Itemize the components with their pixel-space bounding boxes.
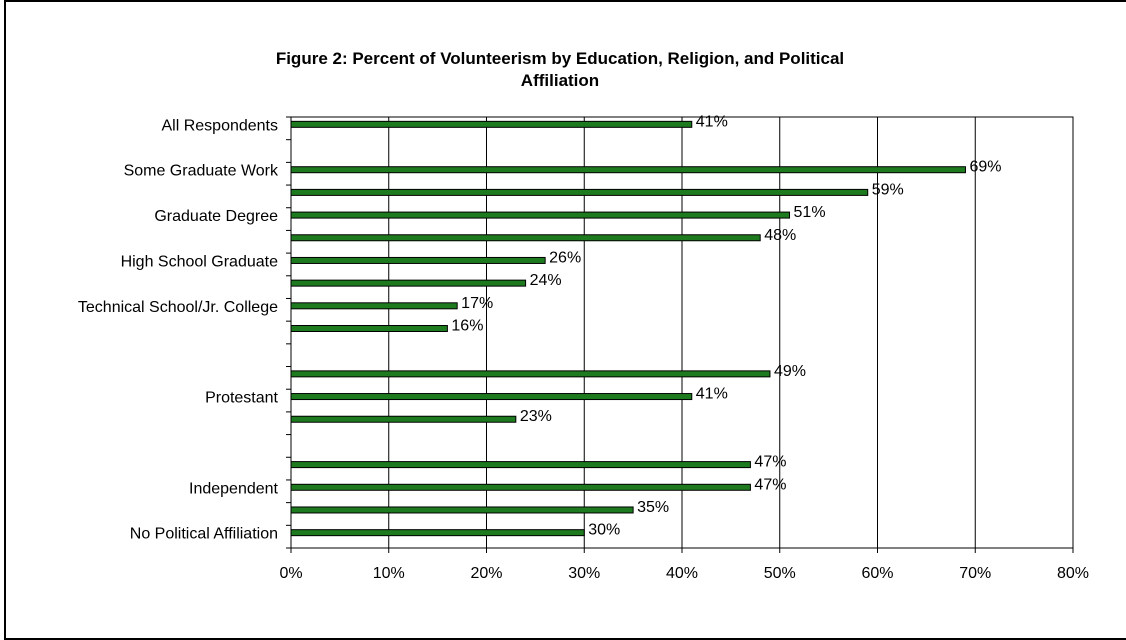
category-label: All Respondents xyxy=(161,117,278,134)
category-label: Some Graduate Work xyxy=(124,163,279,180)
bar xyxy=(290,393,693,401)
data-label: 48% xyxy=(764,227,796,244)
bar xyxy=(290,302,458,310)
chart-title-line-1: Figure 2: Percent of Volunteerism by Edu… xyxy=(275,49,845,68)
bar xyxy=(290,234,761,242)
data-label: 17% xyxy=(461,295,493,312)
data-label: 59% xyxy=(872,181,904,198)
bar-layer xyxy=(290,120,966,537)
category-label: Independent xyxy=(189,480,279,497)
category-label: Technical School/Jr. College xyxy=(78,299,278,316)
bar xyxy=(290,166,966,174)
data-label: 49% xyxy=(774,363,806,380)
chart-title: Figure 2: Percent of Volunteerism by Edu… xyxy=(150,48,970,92)
x-tick-label: 0% xyxy=(279,565,302,582)
bar xyxy=(290,506,634,514)
category-label: No Political Affiliation xyxy=(130,526,278,543)
grid-layer xyxy=(388,117,976,548)
bar xyxy=(290,529,585,537)
data-label: 69% xyxy=(969,159,1001,176)
bar xyxy=(290,211,791,219)
bar xyxy=(290,256,546,264)
data-label: 35% xyxy=(637,499,669,516)
label-layer: 0% 10% 20% 30% 40% 50% 60% 70% 80% 41% 69% 59% 51% 48… xyxy=(78,113,1089,582)
x-tick-label: 70% xyxy=(959,565,991,582)
data-label: 26% xyxy=(549,249,581,266)
data-label: 16% xyxy=(451,318,483,335)
category-label: High School Graduate xyxy=(121,253,279,270)
data-label: 24% xyxy=(530,272,562,289)
data-label: 30% xyxy=(588,522,620,539)
bar xyxy=(290,188,869,196)
data-label: 23% xyxy=(520,408,552,425)
bar xyxy=(290,461,751,469)
category-label: Graduate Degree xyxy=(154,208,278,225)
axis-layer xyxy=(286,116,1074,553)
data-label: 47% xyxy=(754,454,786,471)
bar-chart: 0% 10% 20% 30% 40% 50% 60% 70% 80% 41% 69% 59% 51% 48… xyxy=(78,113,1089,582)
bar xyxy=(290,325,448,332)
bar xyxy=(290,370,771,378)
data-label: 41% xyxy=(696,386,728,403)
data-label: 41% xyxy=(696,113,728,130)
x-tick-label: 50% xyxy=(764,565,796,582)
bar xyxy=(290,483,751,491)
x-tick-label: 40% xyxy=(666,565,698,582)
x-tick-label: 20% xyxy=(470,565,502,582)
x-tick-label: 10% xyxy=(373,565,405,582)
x-tick-label: 60% xyxy=(861,565,893,582)
data-label: 51% xyxy=(794,204,826,221)
bar xyxy=(290,415,517,423)
data-label: 47% xyxy=(754,476,786,493)
bar xyxy=(290,279,527,287)
x-tick-label: 80% xyxy=(1057,565,1089,582)
x-tick-label: 30% xyxy=(568,565,600,582)
category-label: Protestant xyxy=(205,390,278,407)
chart-title-line-2: Affiliation xyxy=(520,71,600,90)
bar xyxy=(290,120,693,128)
